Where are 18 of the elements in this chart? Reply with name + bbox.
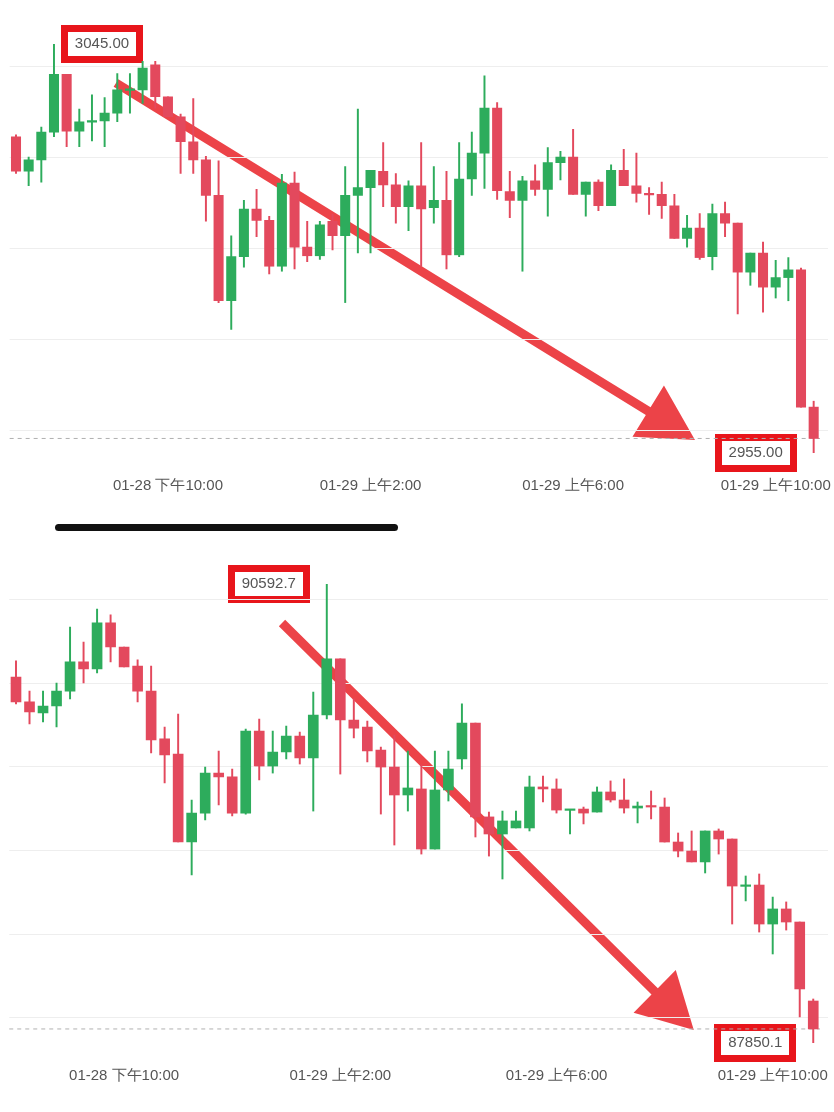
annotation: 2955.00 — [728, 443, 783, 461]
x-tick-label: 01-29 上午6:00 — [505, 1066, 608, 1084]
x-tick-label: 01-29 上午10:00 — [720, 476, 831, 494]
candlestick — [740, 875, 752, 902]
x-tick-label: 01-29 上午2:00 — [289, 1066, 392, 1084]
x-tick-label: 01-28 下午10:00 — [112, 476, 223, 494]
candlestick — [352, 108, 363, 254]
annotation: 90592.7 — [241, 574, 296, 592]
x-tick-label: 01-28 下午10:00 — [69, 1066, 180, 1084]
candlestick — [213, 750, 225, 806]
annotation: 3045.00 — [74, 34, 130, 52]
candlestick — [644, 187, 655, 215]
x-tick-label: 01-29 上午10:00 — [717, 1066, 828, 1084]
candlestick — [86, 94, 97, 142]
x-tick-label: 01-29 上午2:00 — [319, 476, 422, 494]
x-tick-label: 01-29 上午6:00 — [522, 476, 624, 494]
candlestick — [124, 73, 135, 114]
annotation: 87850.1 — [728, 1033, 783, 1051]
